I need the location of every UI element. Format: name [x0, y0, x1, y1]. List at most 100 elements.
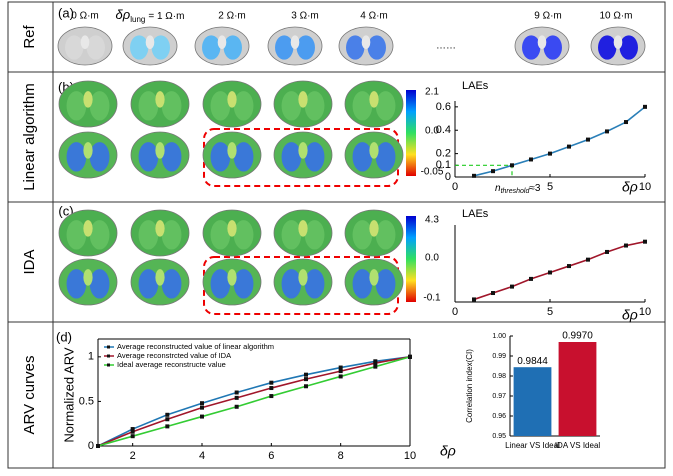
lung-image [203, 132, 261, 178]
lobe [234, 142, 254, 171]
marker [586, 138, 590, 142]
heart [538, 35, 547, 49]
x-tick-label: IDA VS Ideal [555, 441, 601, 450]
lobe [282, 142, 302, 171]
y-axis-label: Correlation index(CI) [465, 349, 474, 423]
ref-label: δρlung= 1 Ω·m [116, 7, 185, 24]
x-tick-label: 0 [452, 306, 458, 318]
y-tick-label: 0.1 [436, 159, 451, 171]
lobe [346, 35, 364, 59]
lobe [305, 269, 325, 298]
lung-image [274, 81, 332, 127]
marker [472, 297, 476, 301]
marker [304, 373, 308, 377]
lobe [211, 220, 231, 249]
lung-image [268, 27, 322, 65]
lobe [90, 91, 110, 120]
y-tick-label: 0.95 [492, 433, 506, 440]
lung-image [274, 132, 332, 178]
marker [373, 365, 377, 369]
lobe [305, 220, 325, 249]
marker [491, 291, 495, 295]
lung-image [345, 81, 403, 127]
marker [304, 377, 308, 381]
lobe [353, 220, 373, 249]
y-axis-label: Normalized ARV [61, 347, 76, 442]
lobe [224, 35, 242, 59]
lung-image [274, 259, 332, 305]
lobe [67, 91, 87, 120]
lobe [162, 220, 182, 249]
marker [131, 434, 135, 438]
heart [83, 91, 92, 108]
lobe [90, 220, 110, 249]
ref-label: 2 Ω·m [218, 11, 245, 22]
row-label: Ref [21, 24, 38, 48]
marker [529, 277, 533, 281]
heart [83, 269, 92, 286]
marker [200, 415, 204, 419]
bar [514, 367, 552, 436]
colorbar-label: 0.0 [425, 253, 439, 264]
marker [269, 394, 273, 398]
y-tick-label: 0.6 [436, 101, 451, 113]
lung-image [345, 210, 403, 256]
marker [373, 361, 377, 365]
lobe [139, 142, 159, 171]
lung-image [339, 27, 393, 65]
lung-image [59, 210, 117, 256]
y-tick-label: 0.4 [436, 124, 451, 136]
heart [227, 142, 236, 159]
x-tick-label: 5 [547, 181, 553, 193]
y-tick-label: 0.2 [436, 148, 451, 160]
lung-image [59, 259, 117, 305]
lobe [368, 35, 386, 59]
lobe [162, 91, 182, 120]
lobe [65, 35, 83, 59]
marker [165, 417, 169, 421]
marker [624, 244, 628, 248]
marker [339, 366, 343, 370]
value-label: 0.9970 [562, 331, 593, 342]
x-tick-label: 5 [547, 306, 553, 318]
lobe [376, 269, 396, 298]
lobe [282, 91, 302, 120]
legend-label: Ideal average reconstructe value [117, 360, 226, 369]
lung-image [131, 210, 189, 256]
heart [83, 142, 92, 159]
lobe [90, 142, 110, 171]
lobe [598, 35, 616, 59]
ref-label: 9 Ω·m [534, 11, 561, 22]
marker [165, 413, 169, 417]
lobe [67, 142, 87, 171]
lung-image [58, 27, 112, 65]
annotation: nthreshold≈3 [495, 183, 541, 195]
x-tick-label: 10 [404, 450, 416, 462]
marker [408, 355, 412, 359]
lung-image [274, 210, 332, 256]
lobe [90, 269, 110, 298]
marker [339, 369, 343, 373]
line [98, 357, 410, 446]
ref-label: 10 Ω·m [599, 11, 632, 22]
lobe [139, 91, 159, 120]
x-axis-label: δρ [622, 179, 638, 195]
marker [529, 157, 533, 161]
heart [369, 91, 378, 108]
lung-image [591, 27, 645, 65]
lobe [211, 91, 231, 120]
lung-image [59, 81, 117, 127]
y-tick-label: 0 [88, 440, 94, 452]
marker [548, 270, 552, 274]
legend-label: Average reconstructed value of linear al… [117, 342, 274, 351]
marker [269, 386, 273, 390]
marker [96, 444, 100, 448]
marker [491, 169, 495, 173]
marker [605, 250, 609, 254]
ref-label: 3 Ω·m [291, 11, 318, 22]
x-tick-label: 10 [639, 306, 651, 318]
lobe [522, 35, 540, 59]
annotation-subscript: threshold [501, 188, 531, 195]
lobe [152, 35, 170, 59]
lobe [353, 142, 373, 171]
